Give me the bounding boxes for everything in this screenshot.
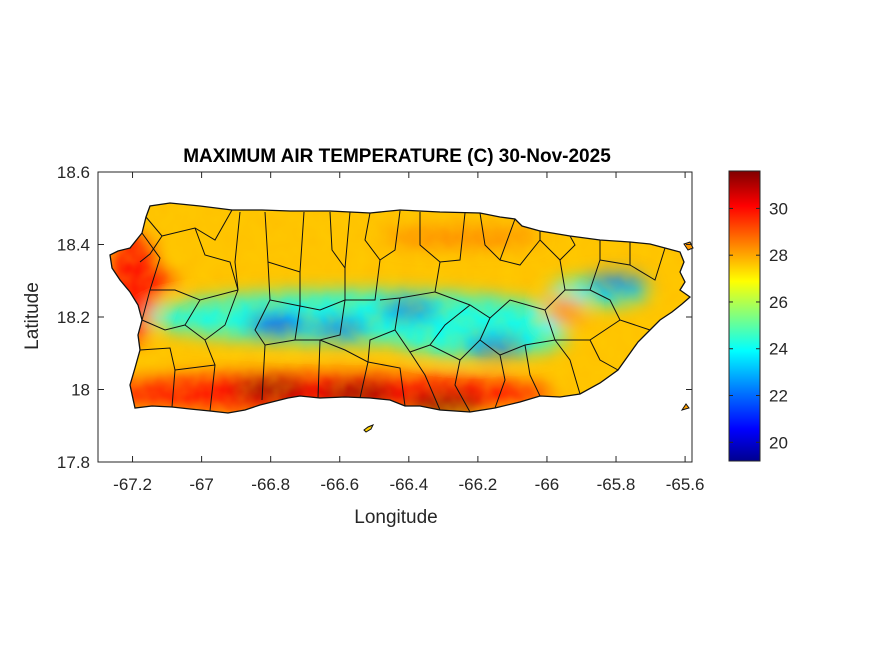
- colorbar-tick-label: 30: [769, 199, 788, 218]
- x-tick-label: -65.8: [597, 475, 636, 494]
- caja-de-muertos-island: [363, 424, 375, 433]
- chart-title: MAXIMUM AIR TEMPERATURE (C) 30-Nov-2025: [183, 146, 611, 167]
- x-tick-label: -67.2: [113, 475, 152, 494]
- municipality-border: [367, 297, 401, 363]
- municipality-border: [234, 211, 241, 291]
- municipality-border: [554, 339, 581, 395]
- x-tick-label: -65.6: [666, 475, 705, 494]
- y-tick-label: 18.4: [57, 236, 90, 255]
- x-tick-label: -66.6: [320, 475, 359, 494]
- municipality-border: [345, 259, 381, 301]
- colorbar: [728, 170, 761, 462]
- municipality-border: [499, 231, 541, 266]
- municipality-border: [139, 347, 176, 408]
- municipality-border: [264, 211, 305, 273]
- colorbar-ticks: 20 22 24 26 28 30: [729, 199, 788, 452]
- colorbar-tick-label: 28: [769, 246, 788, 265]
- municipality-border: [409, 351, 441, 411]
- municipality-border: [139, 216, 163, 263]
- municipality-borders: [139, 209, 666, 413]
- municipality-border: [294, 305, 321, 399]
- municipality-border: [479, 212, 516, 261]
- y-tick-label: 17.8: [57, 453, 90, 472]
- colorbar-tick-label: 20: [769, 433, 788, 452]
- municipality-border: [367, 361, 406, 407]
- coastline: [109, 202, 692, 414]
- municipality-border: [141, 319, 186, 331]
- municipality-border: [254, 299, 271, 401]
- y-axis: 17.8 18 18.2 18.4 18.6: [57, 163, 692, 472]
- municipality-border: [141, 232, 161, 321]
- vieques-edge: [680, 403, 690, 411]
- municipality-border: [589, 339, 619, 371]
- y-tick-label: 18: [71, 381, 90, 400]
- municipality-border: [267, 261, 301, 307]
- x-tick-label: -66.2: [459, 475, 498, 494]
- municipality-border: [319, 299, 346, 341]
- x-axis: -67.2 -67 -66.8 -66.6 -66.4 -66.2 -66 -65.8 -65.…: [113, 172, 704, 494]
- x-tick-label: -66.4: [389, 475, 428, 494]
- x-tick-label: -66.8: [251, 475, 290, 494]
- colorbar-tick-label: 24: [769, 340, 788, 359]
- municipality-border: [454, 359, 471, 413]
- municipality-border: [174, 364, 216, 371]
- x-tick-label: -66: [535, 475, 560, 494]
- municipality-border: [379, 261, 441, 301]
- x-axis-label: Longitude: [354, 507, 437, 528]
- municipality-border: [589, 289, 651, 331]
- municipality-border: [494, 354, 506, 409]
- municipality-border: [539, 235, 576, 261]
- colorbar-tick-label: 22: [769, 387, 788, 406]
- municipality-border: [299, 268, 346, 311]
- municipality-border: [150, 289, 239, 301]
- municipality-border: [264, 339, 296, 346]
- municipality-border: [329, 211, 351, 270]
- y-tick-label: 18.2: [57, 308, 90, 327]
- municipality-border: [194, 227, 239, 291]
- y-tick-label: 18.6: [57, 163, 90, 182]
- municipality-border: [524, 344, 541, 397]
- colorbar-tick-label: 26: [769, 293, 788, 312]
- municipality-border: [629, 247, 666, 281]
- municipality-border: [319, 339, 369, 399]
- municipality-border: [161, 209, 233, 241]
- x-tick-label: -67: [189, 475, 214, 494]
- y-axis-label: Latitude: [22, 282, 43, 350]
